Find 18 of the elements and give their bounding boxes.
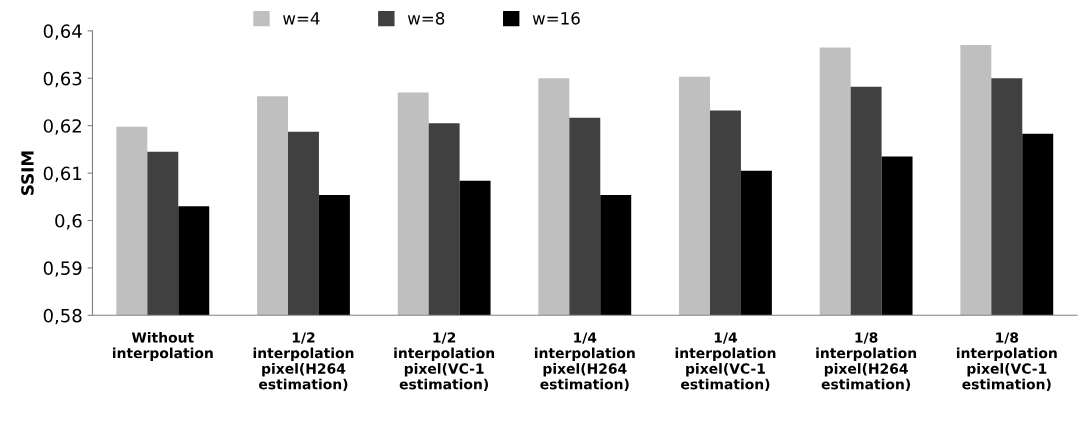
y-tick-label: 0,63 bbox=[43, 71, 82, 88]
legend-label: w=4 bbox=[283, 12, 320, 25]
y-tick-label: 0,64 bbox=[43, 24, 82, 40]
x-tick-label: 1/4 interpolation pixel(H264 estimation) bbox=[534, 332, 635, 392]
y-tick-label: 0,61 bbox=[43, 166, 82, 183]
y-tick-label: 0,6 bbox=[55, 213, 82, 230]
x-tick-label: 1/2 interpolation pixel(VC-1 estimation) bbox=[394, 332, 495, 392]
x-tick-label: 1/2 interpolation pixel(H264 estimation) bbox=[253, 332, 354, 392]
y-tick-label: 0,62 bbox=[43, 119, 81, 135]
legend-label: w=8 bbox=[407, 12, 445, 25]
y-tick-label: 0,59 bbox=[43, 261, 82, 277]
y-axis-title: SSIM bbox=[21, 151, 34, 195]
legend-label: w=16 bbox=[532, 12, 580, 25]
x-tick-label: 1/8 interpolation pixel(H264 estimation) bbox=[816, 332, 917, 392]
x-tick-label: Without interpolation bbox=[112, 331, 213, 361]
x-tick-label: 1/8 interpolation pixel(VC-1 estimation) bbox=[956, 332, 1057, 392]
y-tick-label: 0,58 bbox=[43, 308, 82, 325]
x-tick-label: 1/4 interpolation pixel(VC-1 estimation) bbox=[675, 332, 776, 392]
